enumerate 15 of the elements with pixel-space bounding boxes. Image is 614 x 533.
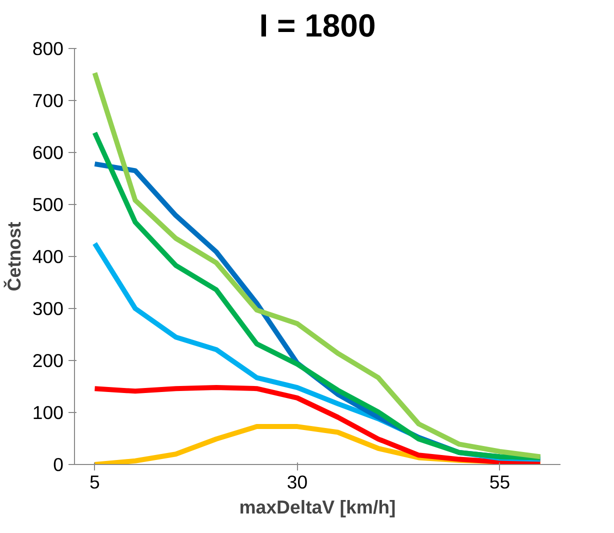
y-tick-label: 100 [32, 402, 64, 423]
y-tick-label: 200 [32, 350, 64, 371]
x-tick-label: 5 [90, 472, 100, 492]
y-tick-label: 300 [32, 298, 64, 319]
x-tick-label: 55 [489, 472, 510, 492]
y-tick-label: 600 [32, 142, 64, 163]
chart-title: I = 1800 [259, 8, 376, 44]
y-tick-label: 800 [32, 38, 64, 59]
y-axis-title: Četnost [3, 222, 24, 292]
y-tick-label: 500 [32, 194, 64, 215]
y-tick-label: 700 [32, 90, 64, 111]
x-tick-label: 30 [286, 472, 308, 492]
x-axis-title: maxDeltaV [km/h] [239, 496, 396, 518]
y-tick-label: 0 [53, 454, 64, 475]
y-tick-label: 400 [32, 246, 64, 267]
